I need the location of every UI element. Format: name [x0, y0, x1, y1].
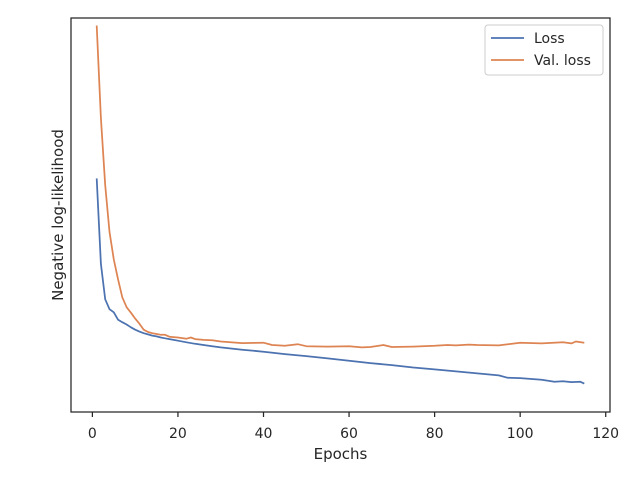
x-tick-label: 20	[169, 426, 187, 442]
series-line-loss	[95, 178, 585, 385]
x-tick-label: 120	[592, 426, 619, 442]
series-line-val-loss	[95, 25, 585, 349]
y-axis-label: Negative log-likelihood	[49, 129, 67, 301]
x-axis-label: Epochs	[314, 445, 368, 463]
x-tick-label: 80	[426, 426, 444, 442]
legend: Loss Val. loss	[484, 24, 604, 76]
x-axis-ticks: 0 20 40 60 80 100 120	[88, 412, 619, 442]
x-tick-label: 0	[88, 426, 97, 442]
x-tick-label: 100	[507, 426, 534, 442]
x-tick-label: 40	[255, 426, 273, 442]
series-layer	[95, 25, 585, 385]
x-tick-label: 60	[340, 426, 358, 442]
plot-frame	[70, 17, 611, 413]
legend-label-val-loss: Val. loss	[534, 53, 591, 69]
legend-label-loss: Loss	[534, 31, 565, 47]
